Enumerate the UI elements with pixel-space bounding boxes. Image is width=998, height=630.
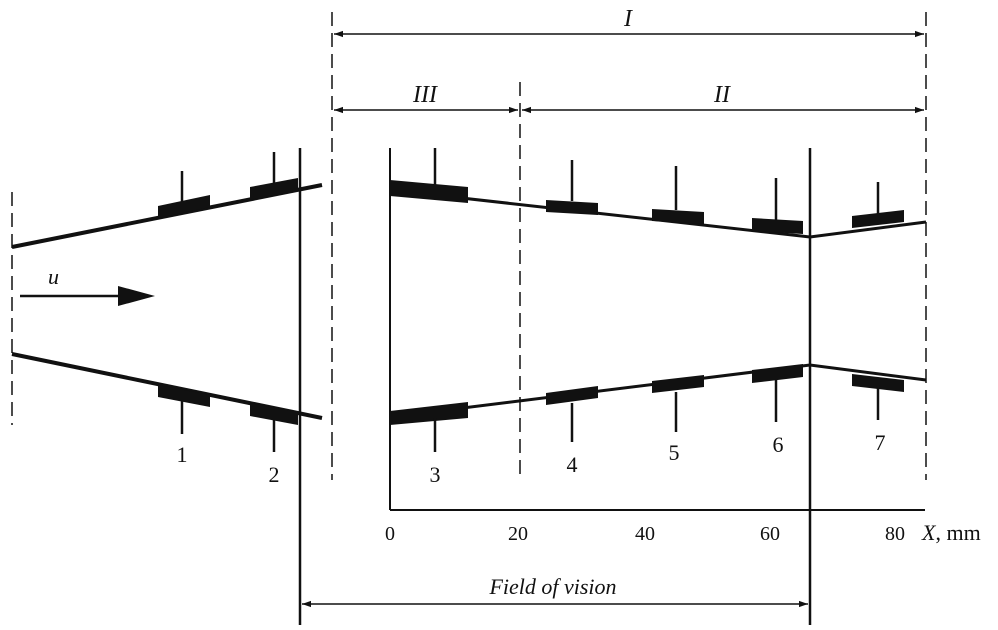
sensor-4-label: 4: [567, 452, 578, 477]
sensor-1-label: 1: [177, 442, 188, 467]
x-tick-label: 40: [635, 523, 655, 545]
sensor-7: 7: [852, 182, 904, 455]
sensor-6: 6: [752, 178, 803, 457]
sensor-5-label: 5: [669, 440, 680, 465]
region-I-dimension: I: [334, 6, 924, 38]
x-tick-label: 0: [385, 523, 395, 545]
region-I-label: I: [623, 6, 633, 32]
sensor-1: 1: [158, 171, 210, 467]
x-tick-label: 60: [760, 523, 780, 545]
flow-velocity-arrow: u: [20, 264, 155, 306]
x-axis: 0 20 40 60 80 X, mm: [385, 509, 981, 545]
region-III-label: III: [412, 82, 438, 108]
left-duct-section: [11, 148, 323, 625]
dashed-boundaries: [11, 12, 927, 480]
region-III-dimension: III: [334, 82, 518, 114]
sensor-7-label: 7: [875, 430, 886, 455]
right-duct-section: [389, 148, 927, 625]
sensors: 1 2 3 4: [158, 148, 904, 487]
region-II-label: II: [713, 82, 731, 108]
x-tick-label: 80: [885, 523, 905, 545]
sensor-2: 2: [250, 152, 298, 487]
field-of-vision-label: Field of vision: [488, 574, 616, 599]
sensor-5: 5: [652, 166, 704, 465]
flow-velocity-label: u: [48, 264, 59, 289]
sensor-3: 3: [390, 148, 468, 487]
field-of-vision-dimension: Field of vision: [302, 574, 808, 608]
region-II-dimension: II: [522, 82, 924, 114]
sensor-4: 4: [546, 160, 598, 477]
x-axis-label: X, mm: [921, 520, 981, 545]
sensor-6-label: 6: [773, 432, 784, 457]
x-tick-label: 20: [508, 523, 528, 545]
sensor-3-label: 3: [430, 462, 441, 487]
sensor-2-label: 2: [269, 462, 280, 487]
